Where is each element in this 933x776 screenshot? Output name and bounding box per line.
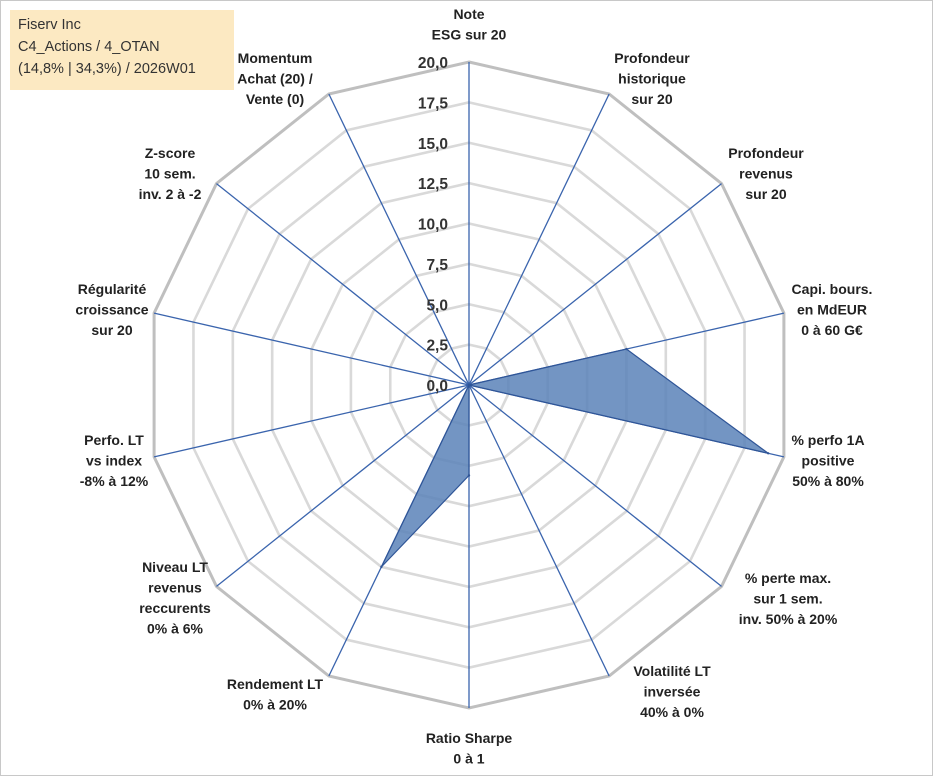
axis-label-line: positive bbox=[802, 453, 855, 469]
axis-label-line: Perfo. LT bbox=[84, 432, 144, 448]
axis-label-line: 10 sem. bbox=[144, 166, 195, 182]
axis-label-line: Profondeur bbox=[614, 50, 690, 66]
data-point bbox=[467, 474, 471, 477]
category-label: C4_Actions / 4_OTAN bbox=[18, 39, 160, 55]
axis-label-line: Vente (0) bbox=[246, 91, 304, 107]
data-point bbox=[467, 383, 471, 387]
data-point bbox=[766, 452, 770, 455]
data-point bbox=[380, 565, 383, 569]
tick-label: 2,5 bbox=[426, 338, 448, 355]
axis-spoke bbox=[468, 384, 722, 587]
axis-label-line: Ratio Sharpe bbox=[426, 730, 513, 746]
axis-label-line: Volatilité LT bbox=[633, 663, 711, 679]
tick-label: 10,0 bbox=[418, 217, 448, 234]
axis-label-line: inversée bbox=[644, 684, 701, 700]
tick-label: 5,0 bbox=[426, 297, 448, 314]
axis-spoke bbox=[328, 93, 470, 386]
axis-label-line: Profondeur bbox=[728, 145, 804, 161]
tick-label: 0,0 bbox=[426, 378, 448, 395]
axis-label-line: -8% à 12% bbox=[80, 473, 149, 489]
axis-label-line: Régularité bbox=[78, 281, 147, 297]
axis-spoke bbox=[216, 183, 470, 386]
axis-label-line: Niveau LT bbox=[142, 559, 208, 575]
axis-label-line: Capi. bours. bbox=[792, 281, 873, 297]
axis-label-line: inv. 50% à 20% bbox=[739, 611, 838, 627]
axis-label-line: 0% à 20% bbox=[243, 697, 307, 713]
tick-label: 20,0 bbox=[418, 55, 448, 72]
axis-label: Niveau LT revenus reccurents 0% à 6% bbox=[139, 559, 211, 637]
axis-label-line: vs index bbox=[86, 453, 142, 469]
axis-label-line: Rendement LT bbox=[227, 676, 324, 692]
axis-label-line: Achat (20) / bbox=[237, 71, 313, 87]
axis-label-line: historique bbox=[618, 71, 686, 87]
axis-label: Régularité croissance sur 20 bbox=[75, 281, 148, 338]
tick-label: 12,5 bbox=[418, 176, 449, 193]
axis-label-line: Z-score bbox=[145, 145, 196, 161]
tick-label: 17,5 bbox=[418, 95, 449, 112]
axis-label-line: ESG sur 20 bbox=[432, 27, 507, 43]
axis-label-line: revenus bbox=[148, 580, 202, 596]
company-name: Fiserv Inc bbox=[18, 17, 81, 33]
axis-spoke bbox=[468, 93, 610, 386]
tick-label: 15,0 bbox=[418, 136, 448, 153]
axis-label-line: reccurents bbox=[139, 600, 211, 616]
axis-label-line: sur 1 sem. bbox=[753, 591, 822, 607]
axis-label: Volatilité LT inversée 40% à 0% bbox=[633, 663, 711, 720]
axis-spoke bbox=[153, 384, 470, 458]
axis-label: Z-score 10 sem. inv. 2 à -2 bbox=[139, 145, 202, 202]
axis-label-line: inv. 2 à -2 bbox=[139, 186, 202, 202]
axis-label-line: 0% à 6% bbox=[147, 621, 204, 637]
radar-axis-labels: Note ESG sur 20 Profondeur historique sur 20… bbox=[75, 6, 872, 767]
radar-tick-labels: 0,0 2,5 5,0 7,5 10,0 12,5 15,0 17,5 20,0 bbox=[418, 55, 449, 395]
axis-spoke bbox=[216, 384, 470, 587]
axis-spoke bbox=[153, 312, 470, 386]
axis-label: % perte max. sur 1 sem. inv. 50% à 20% bbox=[739, 570, 838, 627]
axis-label: % perfo 1A positive 50% à 80% bbox=[791, 432, 864, 489]
data-point bbox=[625, 347, 628, 351]
axis-label-line: 50% à 80% bbox=[792, 473, 864, 489]
tick-label: 7,5 bbox=[426, 257, 448, 274]
axis-label-line: Note bbox=[453, 6, 484, 22]
axis-label-line: % perfo 1A bbox=[791, 432, 864, 448]
axis-label: Profondeur revenus sur 20 bbox=[728, 145, 804, 202]
axis-label-line: Momentum bbox=[238, 50, 313, 66]
axis-label: Note ESG sur 20 bbox=[432, 6, 507, 43]
axis-label: Ratio Sharpe 0 à 1 bbox=[426, 730, 513, 767]
axis-label-line: 0 à 1 bbox=[453, 751, 484, 767]
stats-label: (14,8% | 34,3%) / 2026W01 bbox=[18, 61, 196, 77]
axis-label-line: sur 20 bbox=[745, 186, 786, 202]
axis-label: Rendement LT 0% à 20% bbox=[227, 676, 324, 713]
axis-label: Momentum Achat (20) / Vente (0) bbox=[237, 50, 313, 107]
axis-label: Profondeur historique sur 20 bbox=[614, 50, 690, 107]
axis-label-line: croissance bbox=[75, 302, 148, 318]
axis-label-line: sur 20 bbox=[631, 91, 672, 107]
axis-spoke bbox=[468, 384, 610, 677]
axis-label-line: % perte max. bbox=[745, 570, 831, 586]
axis-label-line: 40% à 0% bbox=[640, 704, 704, 720]
axis-label-line: en MdEUR bbox=[797, 302, 867, 318]
info-box: Fiserv Inc C4_Actions / 4_OTAN (14,8% | … bbox=[10, 10, 234, 90]
axis-label: Capi. bours. en MdEUR 0 à 60 G€ bbox=[792, 281, 873, 338]
axis-spoke bbox=[468, 183, 722, 386]
axis-label-line: 0 à 60 G€ bbox=[801, 322, 863, 338]
radar-series bbox=[380, 347, 770, 569]
axis-label-line: sur 20 bbox=[91, 322, 132, 338]
axis-label-line: revenus bbox=[739, 166, 793, 182]
axis-label: Perfo. LT vs index -8% à 12% bbox=[80, 432, 149, 489]
